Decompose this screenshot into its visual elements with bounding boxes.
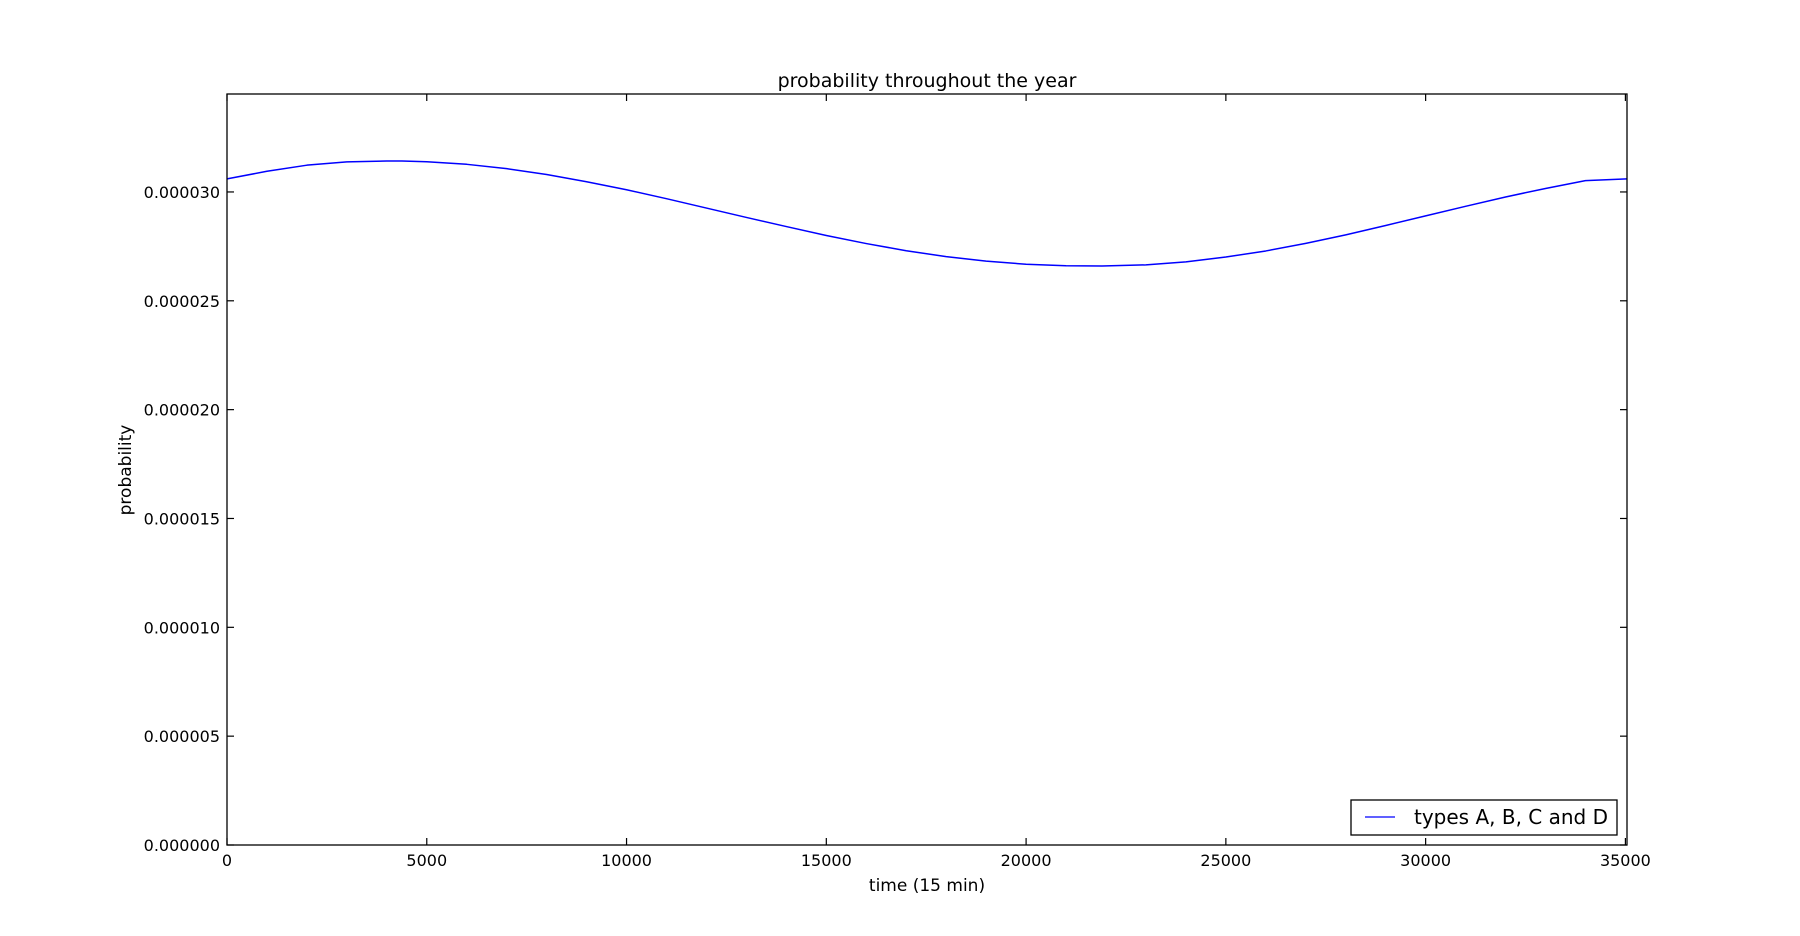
y-tick-label: 0.000005	[144, 727, 220, 746]
x-tick-label: 35000	[1600, 851, 1651, 870]
y-axis-label: probability	[116, 425, 136, 516]
plot-frame	[226, 93, 1628, 846]
x-axis-label: time (15 min)	[869, 876, 985, 896]
y-tick-label: 0.000025	[144, 292, 220, 311]
y-tick-label: 0.000010	[144, 618, 220, 637]
y-tick-label: 0.000030	[144, 183, 220, 202]
x-tick-label: 30000	[1400, 851, 1451, 870]
series-layer	[226, 160, 1628, 267]
x-axis-ticks: 0 5000 10000 15000 20000 25000 30000 35000	[222, 94, 1651, 870]
legend: types A, B, C and D	[1350, 799, 1618, 836]
y-tick-label: 0.000000	[144, 836, 220, 855]
legend-entry-label: types A, B, C and D	[1414, 805, 1608, 829]
x-tick-label: 5000	[406, 851, 447, 870]
y-axis-ticks: 0.000000 0.000005 0.000010 0.000015 0.000020…	[144, 183, 1627, 855]
y-tick-label: 0.000015	[144, 509, 220, 528]
legend-frame	[1350, 799, 1618, 836]
x-tick-label: 25000	[1200, 851, 1251, 870]
series-line	[226, 160, 1628, 267]
x-tick-label: 15000	[801, 851, 852, 870]
chart-title: probability throughout the year	[778, 70, 1077, 92]
x-tick-label: 10000	[601, 851, 652, 870]
y-tick-label: 0.000020	[144, 401, 220, 420]
x-tick-label: 20000	[1001, 851, 1052, 870]
x-tick-label: 0	[222, 851, 232, 870]
